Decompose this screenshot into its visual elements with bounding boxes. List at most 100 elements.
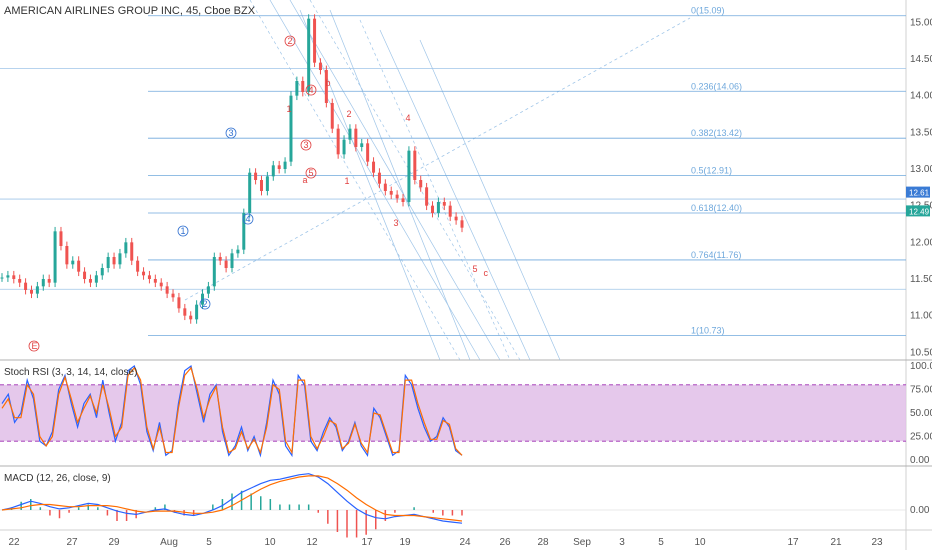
time-tick-label: 17 bbox=[361, 537, 373, 548]
candle-body bbox=[41, 279, 45, 287]
wave-label: 1 bbox=[181, 226, 186, 236]
channel-line bbox=[379, 29, 531, 361]
candle-body bbox=[401, 198, 405, 202]
time-axis: 22 27 29 Aug 5 10 12 17 19 24 26 28 Sep 3 5 10 17 21 23 bbox=[8, 537, 883, 548]
candle-body bbox=[88, 279, 92, 283]
candle-body bbox=[29, 290, 33, 294]
candle-body bbox=[377, 172, 381, 184]
candle-body bbox=[6, 275, 10, 278]
price-tick-label: 11.50 bbox=[910, 274, 932, 285]
candle-body bbox=[189, 315, 193, 320]
fib-level-label: 0.236(14.06) bbox=[691, 81, 742, 91]
channel-line bbox=[249, 0, 461, 361]
wave-label: 3 bbox=[229, 128, 234, 138]
candle-body bbox=[59, 231, 63, 246]
candle-body bbox=[324, 70, 328, 103]
time-tick-label: 5 bbox=[658, 537, 664, 548]
candle-body bbox=[395, 194, 399, 199]
candle-body bbox=[53, 231, 57, 283]
candle-body bbox=[271, 165, 275, 177]
candle-body bbox=[24, 282, 28, 290]
candle-body bbox=[360, 143, 364, 147]
candle-body bbox=[171, 293, 175, 298]
candle-body bbox=[71, 260, 75, 265]
candle-body bbox=[142, 271, 146, 276]
wave-circle bbox=[300, 139, 312, 151]
wave-label: 5 bbox=[309, 168, 314, 178]
time-tick-label: 3 bbox=[619, 537, 625, 548]
time-tick-label: 24 bbox=[459, 537, 471, 548]
price-tick-label: 15.00 bbox=[910, 17, 932, 28]
candles bbox=[0, 14, 464, 324]
rsi-tick-label: 25.00 bbox=[910, 432, 932, 443]
stoch-rsi-panel: 100.00 75.00 50.00 25.00 0.00 bbox=[0, 361, 932, 466]
time-tick-label: 10 bbox=[264, 537, 276, 548]
wave-label: 2 bbox=[347, 109, 352, 119]
time-tick-label: 29 bbox=[108, 537, 120, 548]
candle-body bbox=[147, 275, 151, 279]
candle-body bbox=[106, 257, 110, 268]
channel-line bbox=[269, 0, 481, 361]
candle-body bbox=[259, 180, 263, 191]
candle-body bbox=[224, 260, 228, 268]
wave-label: E bbox=[32, 341, 38, 351]
fib-level-label: 0.764(11.76) bbox=[691, 250, 741, 260]
candle-body bbox=[94, 275, 98, 283]
time-tick-label: Sep bbox=[573, 537, 591, 548]
candle-body bbox=[307, 18, 311, 93]
wave-label: 5 bbox=[473, 264, 478, 274]
price-tags: 12.61 12.49 bbox=[906, 186, 930, 217]
rsi-tick-label: 50.00 bbox=[910, 408, 932, 419]
price-tick-label: 14.50 bbox=[910, 54, 932, 65]
candle-body bbox=[206, 286, 210, 294]
candle-body bbox=[183, 308, 187, 316]
candle-body bbox=[330, 103, 334, 129]
candle-body bbox=[389, 191, 393, 195]
wave-label: b bbox=[326, 78, 331, 88]
chart-title: AMERICAN AIRLINES GROUP INC, 45, Cboe BZ… bbox=[4, 5, 256, 17]
wave-circle bbox=[284, 35, 296, 47]
channel-line bbox=[289, 0, 501, 361]
candle-body bbox=[342, 139, 346, 155]
time-tick-label: 27 bbox=[66, 537, 78, 548]
candle-body bbox=[47, 279, 51, 283]
time-tick-label: Aug bbox=[160, 537, 178, 548]
rsi-tick-label: 100.00 bbox=[910, 361, 932, 372]
price-tick-label: 11.00 bbox=[910, 311, 932, 322]
candle-body bbox=[118, 253, 122, 265]
candle-body bbox=[413, 150, 417, 180]
candle-body bbox=[0, 277, 4, 279]
candle-body bbox=[201, 293, 205, 305]
wave-label: c bbox=[484, 268, 489, 278]
candle-body bbox=[301, 81, 305, 92]
wave-label: 3 bbox=[304, 140, 309, 150]
wave-circle bbox=[305, 84, 317, 96]
candle-body bbox=[348, 128, 352, 140]
candle-body bbox=[100, 268, 104, 276]
price-tag-label: 12.49 bbox=[909, 207, 930, 216]
rsi-tick-label: 75.00 bbox=[910, 385, 932, 396]
wave-label: 3 bbox=[394, 218, 399, 228]
candle-body bbox=[277, 165, 281, 169]
channel-line bbox=[359, 19, 511, 361]
wave-circle bbox=[242, 213, 254, 225]
wave-circle bbox=[305, 167, 317, 179]
price-tick-label: 13.50 bbox=[910, 127, 932, 138]
candle-body bbox=[265, 176, 269, 191]
candle-body bbox=[195, 304, 199, 320]
candle-body bbox=[65, 246, 69, 265]
channel-line bbox=[299, 9, 441, 361]
candle-body bbox=[313, 18, 317, 63]
fib-level-label: 0.382(13.42) bbox=[691, 128, 742, 138]
rsi-band bbox=[0, 384, 906, 442]
wave-label: 4 bbox=[309, 85, 314, 95]
price-tick-label: 14.00 bbox=[910, 91, 932, 102]
fib-level-label: 0.5(12.91) bbox=[691, 166, 732, 176]
fib-level-label: 0(15.09) bbox=[691, 6, 725, 16]
time-tick-label: 19 bbox=[399, 537, 411, 548]
wave-circle bbox=[177, 225, 189, 237]
rsi-tick-label: 0.00 bbox=[910, 455, 930, 466]
candle-body bbox=[177, 297, 181, 309]
candle-body bbox=[283, 161, 287, 169]
candle-body bbox=[289, 95, 293, 162]
